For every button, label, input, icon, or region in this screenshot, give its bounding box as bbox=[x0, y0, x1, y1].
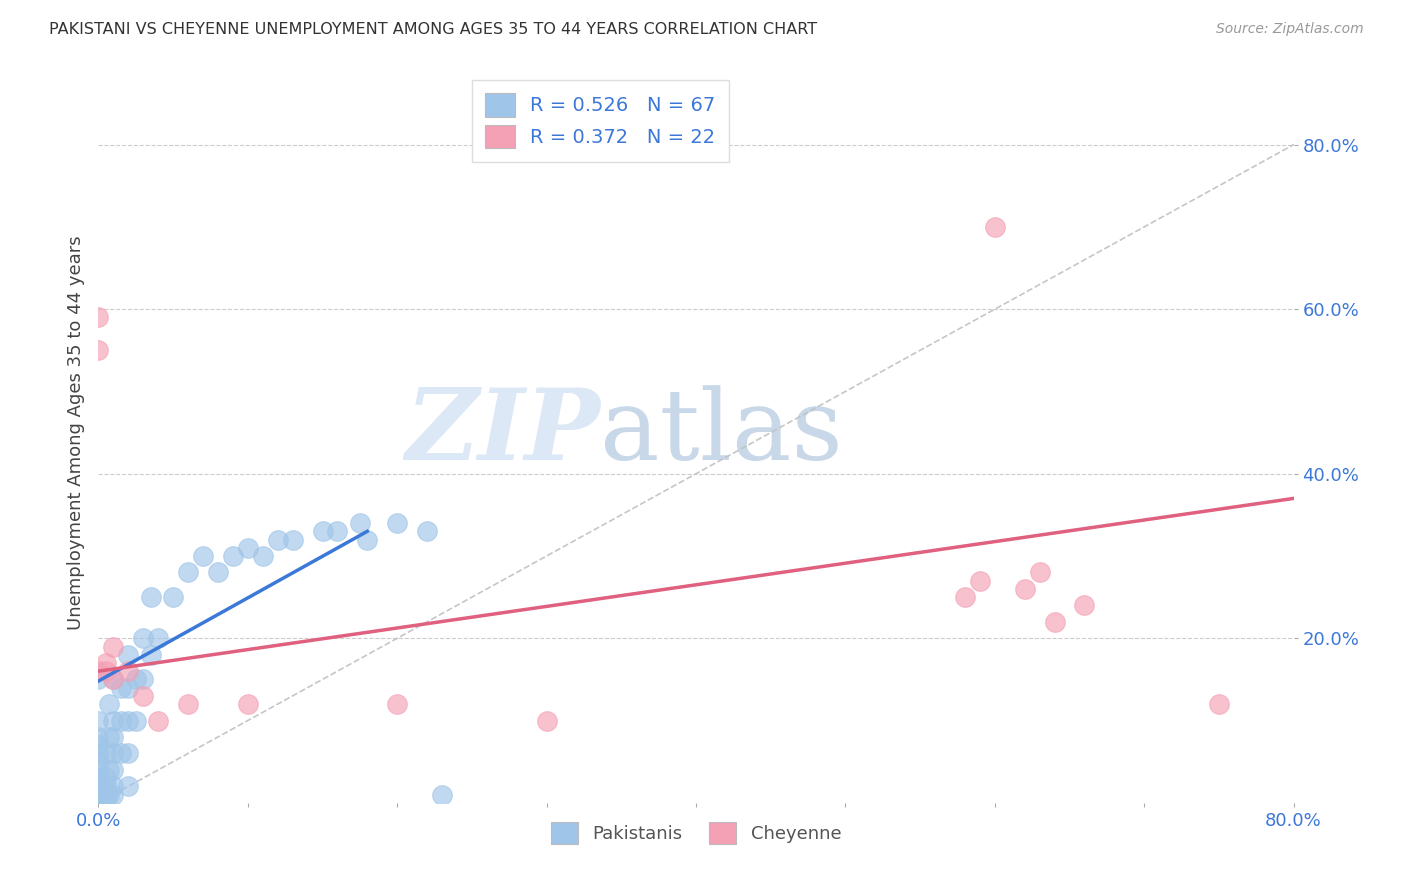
Point bbox=[87, 673, 110, 687]
Point bbox=[326, 524, 349, 539]
Point bbox=[87, 796, 110, 810]
Point bbox=[87, 738, 110, 752]
Point bbox=[125, 714, 148, 728]
Point bbox=[87, 796, 110, 810]
Point bbox=[103, 763, 125, 777]
Point bbox=[87, 788, 110, 802]
Point bbox=[416, 524, 439, 539]
Point bbox=[87, 664, 110, 678]
Point bbox=[207, 566, 229, 580]
Point bbox=[222, 549, 245, 563]
Point bbox=[177, 697, 200, 711]
Point bbox=[103, 714, 125, 728]
Point bbox=[252, 549, 274, 563]
Point bbox=[94, 780, 117, 794]
Point bbox=[103, 747, 125, 761]
Point bbox=[984, 219, 1007, 234]
Point bbox=[132, 632, 155, 646]
Point bbox=[117, 714, 139, 728]
Point bbox=[87, 788, 110, 802]
Point bbox=[94, 747, 117, 761]
Point bbox=[87, 763, 110, 777]
Point bbox=[87, 796, 110, 810]
Point bbox=[162, 590, 184, 604]
Point bbox=[139, 648, 162, 662]
Point bbox=[132, 689, 155, 703]
Point bbox=[117, 648, 139, 662]
Point bbox=[356, 533, 378, 547]
Point bbox=[139, 590, 162, 604]
Point bbox=[103, 730, 125, 744]
Point bbox=[103, 788, 125, 802]
Point bbox=[117, 664, 139, 678]
Text: atlas: atlas bbox=[600, 384, 844, 481]
Point bbox=[430, 788, 453, 802]
Point bbox=[385, 516, 409, 530]
Point bbox=[1073, 599, 1095, 613]
Point bbox=[94, 788, 117, 802]
Point bbox=[132, 673, 155, 687]
Point bbox=[97, 730, 120, 744]
Point bbox=[311, 524, 333, 539]
Point bbox=[117, 747, 139, 761]
Point bbox=[148, 632, 170, 646]
Point bbox=[87, 780, 110, 794]
Point bbox=[87, 791, 110, 805]
Point bbox=[177, 566, 200, 580]
Text: ZIP: ZIP bbox=[405, 384, 600, 481]
Point bbox=[969, 574, 991, 588]
Point bbox=[97, 788, 120, 802]
Point bbox=[385, 697, 409, 711]
Point bbox=[87, 747, 110, 761]
Point bbox=[103, 673, 125, 687]
Point bbox=[87, 791, 110, 805]
Point bbox=[110, 747, 132, 761]
Point bbox=[236, 697, 259, 711]
Point bbox=[1028, 566, 1050, 580]
Point bbox=[97, 697, 120, 711]
Point bbox=[87, 755, 110, 769]
Point bbox=[94, 664, 117, 678]
Point bbox=[103, 640, 125, 654]
Point bbox=[110, 681, 132, 695]
Point bbox=[87, 730, 110, 744]
Point bbox=[110, 714, 132, 728]
Point bbox=[1014, 582, 1036, 596]
Point bbox=[536, 714, 558, 728]
Point bbox=[953, 590, 976, 604]
Point bbox=[103, 673, 125, 687]
Point bbox=[97, 763, 120, 777]
Point bbox=[117, 681, 139, 695]
Point bbox=[1208, 697, 1230, 711]
Point bbox=[236, 541, 259, 555]
Y-axis label: Unemployment Among Ages 35 to 44 years: Unemployment Among Ages 35 to 44 years bbox=[66, 235, 84, 630]
Point bbox=[125, 673, 148, 687]
Point bbox=[94, 771, 117, 785]
Point bbox=[191, 549, 214, 563]
Point bbox=[267, 533, 290, 547]
Text: PAKISTANI VS CHEYENNE UNEMPLOYMENT AMONG AGES 35 TO 44 YEARS CORRELATION CHART: PAKISTANI VS CHEYENNE UNEMPLOYMENT AMONG… bbox=[49, 22, 817, 37]
Point bbox=[103, 780, 125, 794]
Legend: Pakistanis, Cheyenne: Pakistanis, Cheyenne bbox=[541, 813, 851, 853]
Point bbox=[117, 780, 139, 794]
Point bbox=[87, 796, 110, 810]
Point bbox=[94, 656, 117, 670]
Point bbox=[94, 791, 117, 805]
Point bbox=[148, 714, 170, 728]
Point bbox=[87, 783, 110, 797]
Point bbox=[87, 775, 110, 789]
Point bbox=[87, 310, 110, 325]
Point bbox=[87, 714, 110, 728]
Point bbox=[87, 343, 110, 358]
Point bbox=[87, 796, 110, 810]
Point bbox=[87, 771, 110, 785]
Point bbox=[281, 533, 304, 547]
Text: Source: ZipAtlas.com: Source: ZipAtlas.com bbox=[1216, 22, 1364, 37]
Point bbox=[349, 516, 371, 530]
Point bbox=[1043, 615, 1066, 629]
